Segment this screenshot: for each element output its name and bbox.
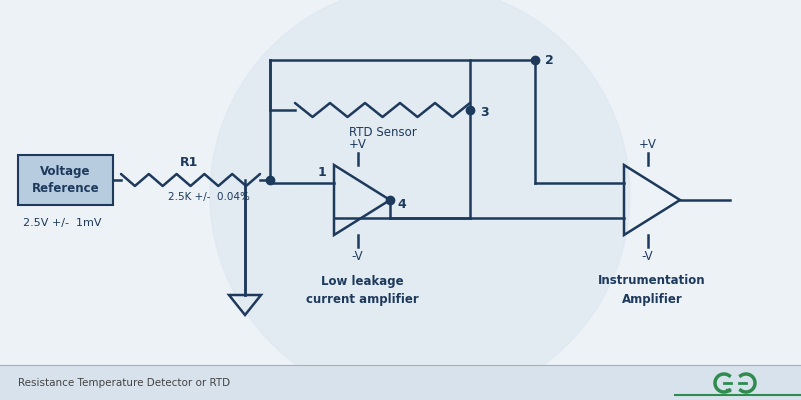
Text: 2: 2 — [545, 54, 553, 66]
Text: RTD Sensor: RTD Sensor — [348, 126, 417, 138]
Text: 1: 1 — [318, 166, 326, 179]
Text: R1: R1 — [179, 156, 198, 168]
FancyBboxPatch shape — [18, 155, 113, 205]
Text: 4: 4 — [397, 198, 406, 212]
FancyBboxPatch shape — [0, 365, 801, 400]
Text: +V: +V — [348, 138, 366, 152]
Text: Instrumentation
Amplifier: Instrumentation Amplifier — [598, 274, 706, 306]
Text: Voltage
Reference: Voltage Reference — [32, 164, 99, 196]
Text: Resistance Temperature Detector or RTD: Resistance Temperature Detector or RTD — [18, 378, 230, 388]
Text: -V: -V — [352, 250, 364, 264]
Text: 3: 3 — [480, 106, 489, 120]
Text: 2.5K +/-  0.04%: 2.5K +/- 0.04% — [168, 192, 250, 202]
Text: -V: -V — [642, 250, 654, 264]
Text: 2.5V +/-  1mV: 2.5V +/- 1mV — [23, 218, 102, 228]
Circle shape — [210, 0, 630, 400]
Text: Low leakage
current amplifier: Low leakage current amplifier — [306, 274, 418, 306]
Text: +V: +V — [638, 138, 657, 152]
